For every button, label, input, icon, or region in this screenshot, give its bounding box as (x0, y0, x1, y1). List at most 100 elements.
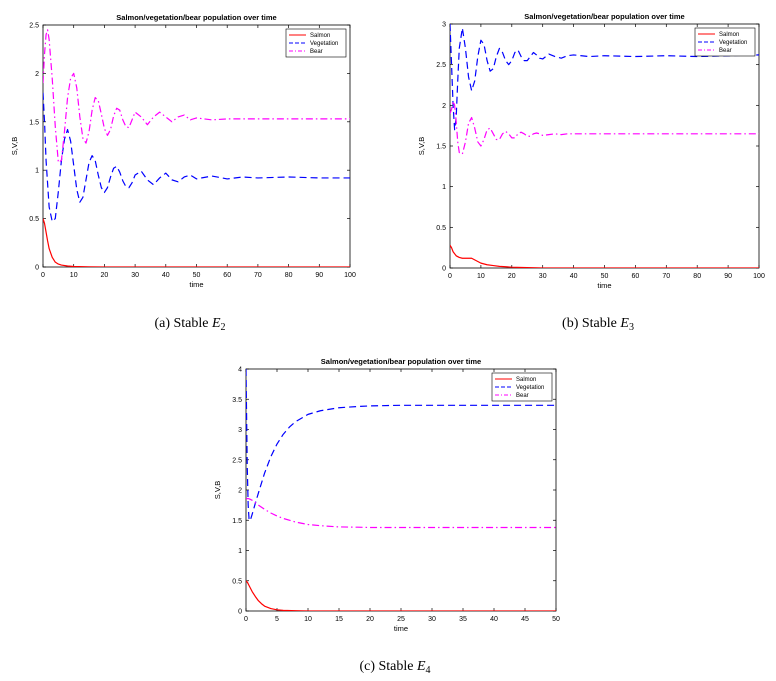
caption-a: (a) Stable E2 (154, 316, 225, 333)
x-tick-label: 0 (244, 616, 248, 623)
y-tick-label: 0 (442, 266, 446, 273)
y-axis-label: S,V,B (10, 137, 19, 156)
x-tick-label: 40 (490, 616, 498, 623)
x-axis-label: time (394, 624, 408, 633)
y-tick-label: 4 (238, 367, 242, 374)
caption-b-sub: 3 (629, 322, 634, 333)
y-tick-label: 1.5 (436, 144, 446, 151)
chart-title: Salmon/vegetation/bear population over t… (321, 357, 481, 366)
legend-label-bear: Bear (516, 393, 529, 399)
x-tick-label: 20 (508, 273, 516, 280)
x-tick-label: 100 (753, 273, 765, 280)
chart-a: 0 10 20 30 40 50 60 70 80 90 100 0 0.5 1 1.5 2 2.5 Salmon… (10, 13, 356, 289)
caption-c: (c) Stable E4 (359, 659, 430, 676)
series-line-bear (246, 497, 556, 529)
y-tick-label: 0 (35, 265, 39, 272)
series-line-bear (43, 29, 350, 164)
x-tick-label: 50 (552, 616, 560, 623)
y-tick-label: 2 (238, 488, 242, 495)
y-tick-label: 0 (238, 609, 242, 616)
series-line-vegetation (450, 24, 759, 131)
x-tick-label: 45 (521, 616, 529, 623)
chart-title: Salmon/vegetation/bear population over t… (116, 13, 276, 22)
x-tick-label: 40 (162, 272, 170, 279)
y-tick-label: 2 (35, 71, 39, 78)
legend-label-vegetation: Vegetation (719, 40, 747, 46)
x-tick-label: 20 (366, 616, 374, 623)
legend-label-vegetation: Vegetation (516, 385, 544, 391)
y-tick-label: 1.5 (29, 119, 39, 126)
caption-a-var: E (211, 316, 221, 331)
caption-c-sub: 4 (426, 665, 431, 676)
caption-c-prefix: (c) Stable (359, 659, 417, 674)
x-tick-label: 40 (570, 273, 578, 280)
x-axis-label: time (189, 280, 203, 289)
chart-title: Salmon/vegetation/bear population over t… (524, 12, 684, 21)
y-tick-label: 1 (442, 184, 446, 191)
x-tick-label: 80 (693, 273, 701, 280)
y-tick-label: 3 (238, 427, 242, 434)
caption-c-var: E (416, 659, 426, 674)
x-tick-label: 30 (131, 272, 139, 279)
series-line-vegetation (43, 92, 350, 223)
x-tick-label: 25 (397, 616, 405, 623)
x-tick-label: 10 (304, 616, 312, 623)
x-tick-label: 60 (632, 273, 640, 280)
y-tick-label: 0.5 (29, 216, 39, 223)
x-tick-label: 0 (41, 272, 45, 279)
plot-area-a (42, 24, 351, 268)
y-tick-label: 2.5 (29, 23, 39, 30)
y-axis-label: S,V,B (417, 137, 426, 156)
legend-label-salmon: Salmon (719, 32, 739, 38)
chart-b: 0 10 20 30 40 50 60 70 80 90 100 0 0.5 1 1.5 2 2.5 3 Salmo… (417, 12, 765, 290)
y-tick-label: 2.5 (436, 62, 446, 69)
y-tick-label: 2.5 (232, 457, 242, 464)
series-line-salmon (43, 218, 350, 267)
legend-label-salmon: Salmon (516, 377, 536, 383)
y-axis-label: S,V,B (213, 481, 222, 500)
x-tick-label: 20 (101, 272, 109, 279)
x-tick-label: 60 (223, 272, 231, 279)
x-tick-label: 90 (315, 272, 323, 279)
x-tick-label: 50 (601, 273, 609, 280)
y-tick-label: 1.5 (232, 518, 242, 525)
y-tick-label: 1 (35, 168, 39, 175)
chart-c: 0 5 10 15 20 25 30 35 40 45 50 0 0.5 1 1.5 2 2.5 3 3.5 4 Sal… (213, 357, 560, 633)
x-tick-label: 30 (539, 273, 547, 280)
y-tick-label: 3 (442, 22, 446, 29)
x-tick-label: 80 (285, 272, 293, 279)
x-tick-label: 0 (448, 273, 452, 280)
x-tick-label: 10 (477, 273, 485, 280)
y-tick-label: 0.5 (232, 578, 242, 585)
y-tick-label: 3.5 (232, 397, 242, 404)
x-tick-label: 70 (254, 272, 262, 279)
series-line-vegetation (246, 369, 556, 521)
caption-b-var: E (619, 316, 629, 331)
x-axis-label: time (597, 281, 611, 290)
plot-area-c (245, 368, 557, 612)
x-tick-label: 100 (344, 272, 356, 279)
legend-label-salmon: Salmon (310, 33, 330, 39)
series-line-bear (450, 100, 759, 155)
series-line-salmon (450, 244, 759, 268)
legend-box (491, 372, 553, 402)
series-line-salmon (246, 580, 556, 611)
x-tick-label: 5 (275, 616, 279, 623)
caption-a-prefix: (a) Stable (154, 316, 212, 331)
x-tick-label: 70 (662, 273, 670, 280)
x-tick-label: 50 (193, 272, 201, 279)
legend-label-vegetation: Vegetation (310, 41, 338, 47)
plot-area-b (449, 23, 760, 269)
caption-a-sub: 2 (221, 322, 226, 333)
legend-label-bear: Bear (310, 49, 323, 55)
x-tick-label: 15 (335, 616, 343, 623)
y-tick-label: 0.5 (436, 225, 446, 232)
x-tick-label: 10 (70, 272, 78, 279)
x-tick-label: 90 (724, 273, 732, 280)
caption-b-prefix: (b) Stable (562, 316, 620, 331)
legend-label-bear: Bear (719, 48, 732, 54)
x-tick-label: 35 (459, 616, 467, 623)
caption-b: (b) Stable E3 (562, 316, 634, 333)
y-tick-label: 1 (238, 548, 242, 555)
